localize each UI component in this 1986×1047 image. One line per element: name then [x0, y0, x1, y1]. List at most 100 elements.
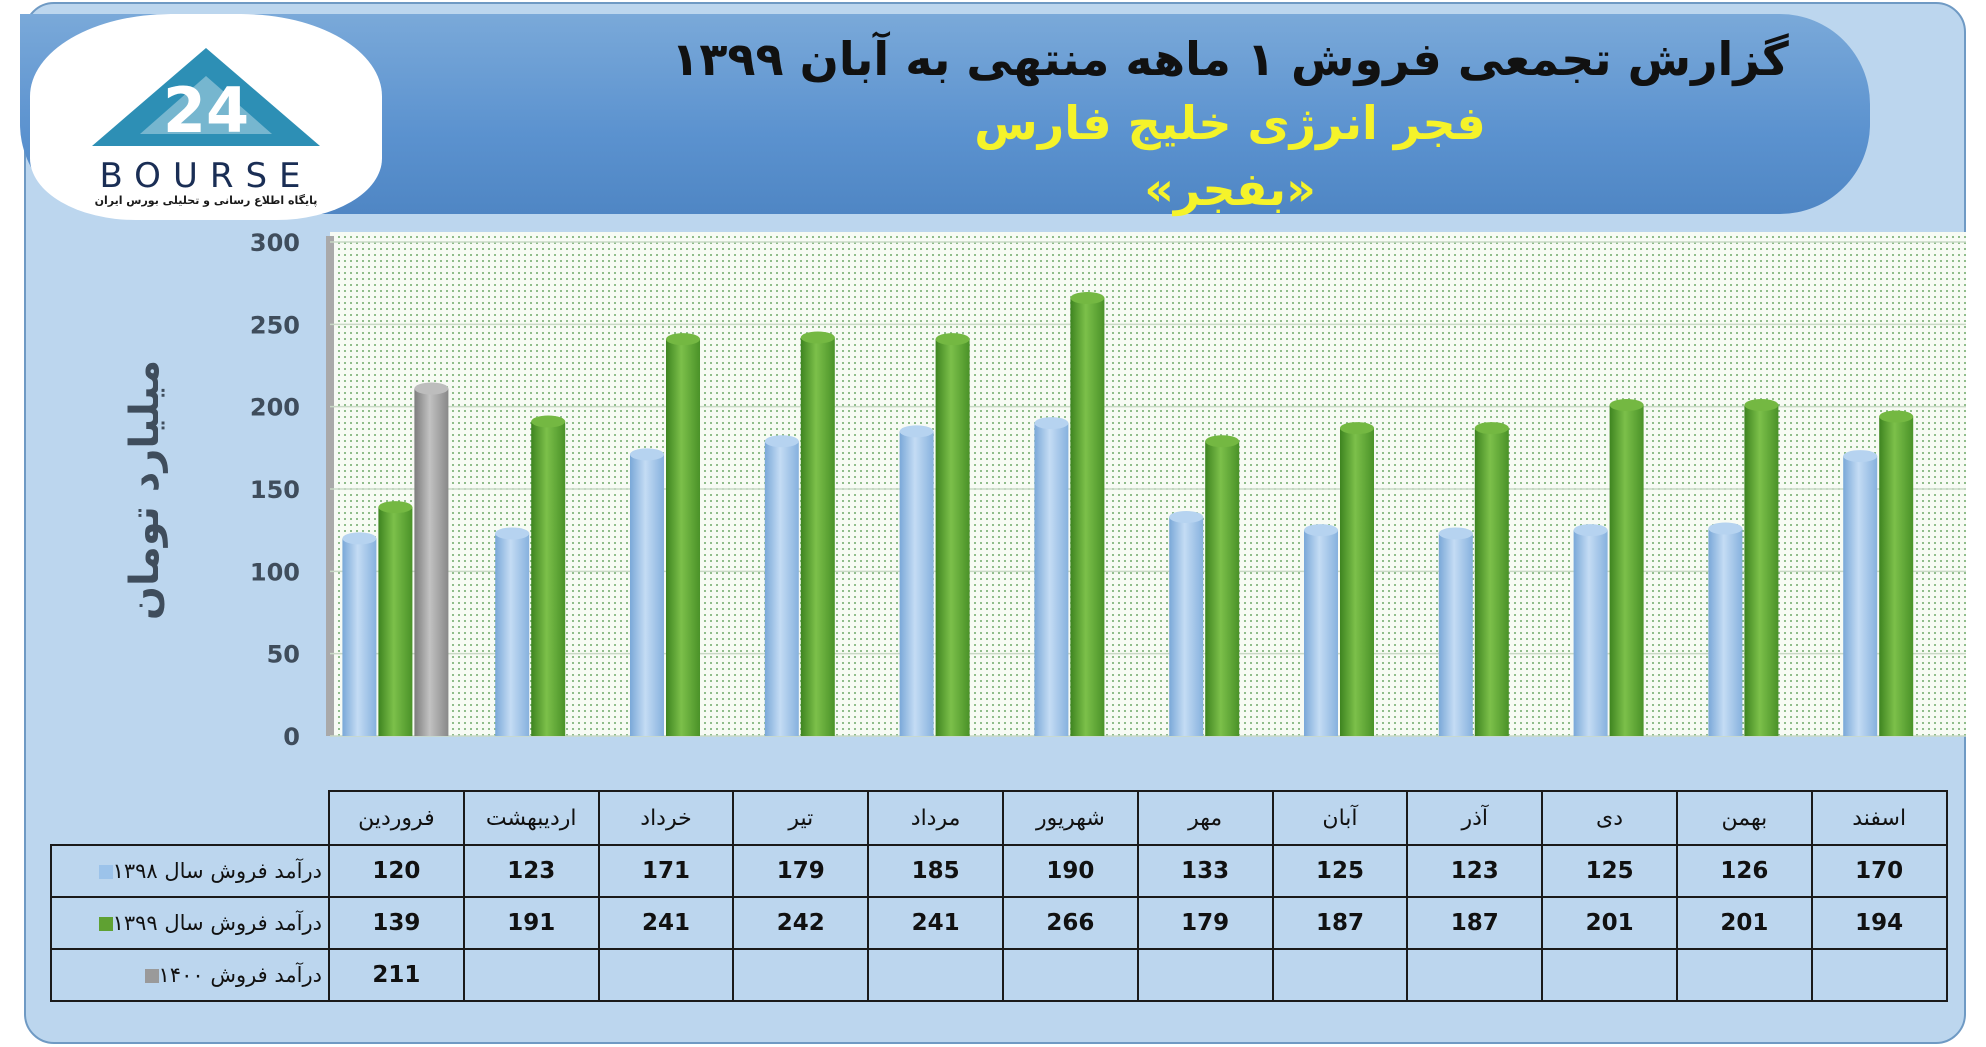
bar-2-11: [1744, 405, 1779, 736]
bar-cap: [1843, 450, 1878, 463]
data-label: [1271, 948, 1409, 1002]
x-tick-label: اسفند: [1810, 790, 1948, 846]
logo-subtitle: پایگاه اطلاع رسانی و تحلیلی بورس ایران: [94, 194, 318, 207]
bar-2-12: [1879, 416, 1914, 736]
plot-area: [330, 232, 1966, 736]
bar-cap: [1034, 417, 1069, 430]
data-label: [1675, 948, 1813, 1002]
bar-2-3: [666, 339, 700, 736]
x-tick-label: دی: [1541, 790, 1678, 846]
data-label: 170: [1810, 844, 1948, 898]
data-label: 201: [1541, 896, 1678, 950]
data-label: [1136, 948, 1274, 1002]
legend-entry: درآمد فروش سال ۱۳۹۸: [50, 844, 330, 898]
bar-cap: [1340, 422, 1374, 435]
data-label: 171: [597, 844, 735, 898]
data-label: 139: [328, 896, 465, 950]
bar-cap: [1070, 291, 1105, 304]
bar-cap: [1879, 410, 1914, 423]
bourse-logo: 24 BOURSE پایگاه اطلاع رسانی و تحلیلی بو…: [30, 14, 382, 220]
bar-2-4: [800, 337, 835, 736]
company-name: فجر انرژی خلیج فارس: [974, 96, 1486, 150]
data-label: [732, 948, 870, 1002]
bar-cap: [1205, 435, 1240, 448]
data-label: 241: [597, 896, 735, 950]
x-tick-label: خرداد: [597, 790, 735, 846]
bar-1-6: [1034, 423, 1069, 736]
data-label: [1810, 948, 1948, 1002]
bar-3-1: [414, 388, 449, 736]
data-label: [462, 948, 600, 1002]
y-tick-label: 150: [250, 476, 300, 504]
bar-cap: [899, 425, 934, 438]
bar-1-3: [630, 454, 664, 736]
report-title: گزارش تجمعی فروش ۱ ماهه منتهی به آبان ۱۳…: [671, 32, 1789, 86]
bar-cap: [1609, 399, 1644, 412]
bar-2-7: [1205, 441, 1240, 736]
y-axis-wall: [326, 236, 334, 736]
bar-cap: [800, 331, 835, 344]
data-label: [1001, 948, 1139, 1002]
bar-1-9: [1438, 533, 1473, 736]
bar-1-12: [1843, 456, 1878, 736]
bar-2-10: [1609, 405, 1644, 736]
legend-entry: درآمد فروش ۱۴۰۰: [50, 948, 330, 1002]
logo-mark-icon: 24: [92, 48, 320, 147]
x-tick-label: فروردین: [328, 790, 465, 846]
legend-swatch: [98, 917, 113, 931]
data-label: 179: [732, 844, 870, 898]
y-tick-label: 0: [283, 723, 300, 751]
bar-cap: [378, 501, 413, 514]
data-label: 266: [1001, 896, 1139, 950]
bar-1-4: [764, 441, 799, 736]
data-label: 201: [1675, 896, 1813, 950]
table-row: درآمد فروش ۱۴۰۰ 211: [50, 948, 1948, 1002]
data-label: 241: [867, 896, 1004, 950]
x-tick-label: بهمن: [1675, 790, 1813, 846]
ticker-symbol: «بفجر»: [1144, 162, 1316, 216]
data-label: 211: [328, 948, 465, 1002]
data-label: [1406, 948, 1544, 1002]
svg-text:24: 24: [163, 74, 249, 147]
data-label: 242: [732, 896, 870, 950]
bar-1-11: [1708, 528, 1743, 736]
bar-cap: [630, 448, 664, 461]
bar-cap: [764, 435, 799, 448]
bar-cap: [342, 532, 377, 545]
x-tick-label: آذر: [1406, 790, 1544, 846]
data-label: 194: [1810, 896, 1948, 950]
bar-cap: [1169, 510, 1204, 523]
data-label: 125: [1541, 844, 1678, 898]
y-tick-label: 300: [250, 229, 300, 257]
bar-cap: [1438, 527, 1473, 540]
y-tick-label: 250: [250, 311, 300, 339]
bar-chart: 0 50 100 150 200 250 300: [250, 229, 1966, 751]
bar-2-5: [935, 339, 970, 736]
data-label: 190: [1001, 844, 1139, 898]
bar-2-1: [378, 507, 413, 736]
y-tick-label: 50: [267, 641, 300, 669]
data-label: 191: [462, 896, 600, 950]
data-label: 126: [1675, 844, 1813, 898]
bar-cap: [1573, 524, 1608, 537]
legend-label: درآمد فروش سال ۱۳۹۸: [112, 859, 322, 883]
data-label: 125: [1271, 844, 1409, 898]
x-tick-label: اردیبهشت: [462, 790, 600, 846]
bar-2-9: [1474, 428, 1509, 736]
bar-1-10: [1573, 530, 1608, 736]
legend-entry: درآمد فروش سال ۱۳۹۹: [50, 896, 330, 950]
data-table: فروردین اردیبهشت خرداد تیر مرداد شهریور مهر آبا…: [50, 790, 1948, 1002]
bar-2-6: [1070, 297, 1105, 736]
bar-1-5: [899, 431, 934, 736]
y-tick-label: 200: [250, 394, 300, 422]
bar-cap: [666, 333, 700, 346]
legend-label: درآمد فروش سال ۱۳۹۹: [112, 911, 322, 935]
table-row: درآمد فروش سال ۱۳۹۸ 120 123 171 179 185 190 133…: [50, 844, 1948, 898]
bar-1-2: [495, 533, 530, 736]
data-label: [867, 948, 1004, 1002]
logo-wordmark: BOURSE: [99, 156, 313, 196]
x-tick-label: تیر: [732, 790, 870, 846]
data-label: [1541, 948, 1678, 1002]
bar-1-7: [1169, 516, 1204, 736]
data-label: 123: [462, 844, 600, 898]
